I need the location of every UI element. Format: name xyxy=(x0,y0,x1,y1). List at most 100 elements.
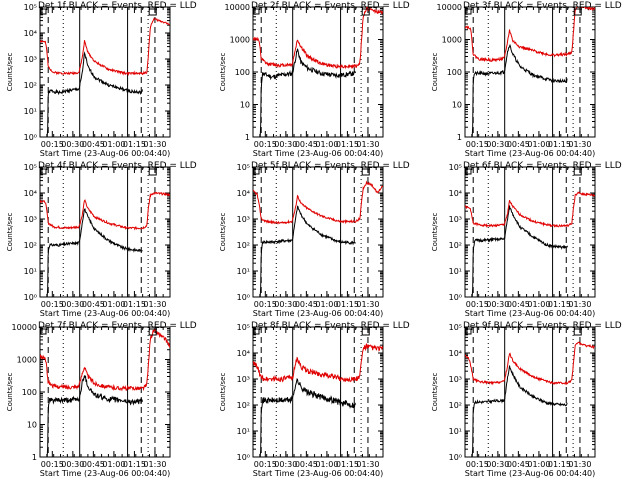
x-tick-label: 01:15 xyxy=(548,300,571,309)
y-tick-label: 10⁰ xyxy=(24,293,37,302)
attenuator-marker-icon xyxy=(573,168,582,176)
corner-marker-icon xyxy=(40,328,47,335)
x-tick-label: 01:30 xyxy=(356,140,379,149)
y-tick-label: 10⁵ xyxy=(24,3,37,12)
y-tick-label: 1 xyxy=(245,133,250,142)
y-tick-label: 10¹ xyxy=(237,427,250,436)
x-tick-label: 00:30 xyxy=(486,140,509,149)
x-tick-label: 00:30 xyxy=(486,460,509,469)
corner-marker-icon xyxy=(253,8,260,15)
y-tick-label: 10³ xyxy=(237,375,250,384)
lld-series-line xyxy=(253,7,383,70)
y-tick-label: 10³ xyxy=(449,375,462,384)
y-tick-label: 10¹ xyxy=(24,267,37,276)
plot-frame xyxy=(252,326,384,458)
x-tick-label: 00:15 xyxy=(254,140,277,149)
x-axis-label: Start Time (23-Aug-06 00:04:40) xyxy=(253,149,384,158)
y-tick-label: 10⁵ xyxy=(449,163,462,172)
attenuator-marker-icon xyxy=(573,328,582,336)
x-axis-label: Start Time (23-Aug-06 00:04:40) xyxy=(40,149,171,158)
x-tick-label: 01:15 xyxy=(336,300,359,309)
x-tick-label: 01:15 xyxy=(336,460,359,469)
detector-panel: Det 9f BLACK = Events, RED = LLD 10⁰ 10¹ 10… xyxy=(431,321,622,478)
x-tick-label: 00:15 xyxy=(466,140,489,149)
x-tick-label: 01:00 xyxy=(315,460,338,469)
y-axis-label: Counts/sec xyxy=(431,53,439,92)
events-series-line xyxy=(253,48,356,137)
x-tick-label: 00:15 xyxy=(41,300,64,309)
panel-title: Det 6f BLACK = Events, RED = LLD xyxy=(463,161,622,171)
corner-marker-icon xyxy=(40,168,47,175)
y-tick-label: 10² xyxy=(24,81,37,90)
x-tick-label: 00:15 xyxy=(466,300,489,309)
plot-frame xyxy=(39,6,171,138)
events-series-line xyxy=(40,375,143,457)
corner-marker-icon xyxy=(465,168,472,175)
panel-title: Det 9f BLACK = Events, RED = LLD xyxy=(463,321,622,331)
x-tick-label: 01:00 xyxy=(102,300,125,309)
y-tick-label: 10⁴ xyxy=(449,189,462,198)
x-tick-label: 01:30 xyxy=(568,300,591,309)
y-tick-label: 10¹ xyxy=(449,267,462,276)
y-axis-label: Counts/sec xyxy=(219,53,227,92)
y-tick-label: 10⁵ xyxy=(24,163,37,172)
y-tick-label: 100 xyxy=(22,388,37,397)
y-tick-label: 1 xyxy=(32,453,37,462)
y-tick-label: 10⁴ xyxy=(24,29,37,38)
x-tick-label: 01:15 xyxy=(123,300,146,309)
events-series-line xyxy=(465,43,568,137)
y-tick-label: 10000 xyxy=(437,3,462,12)
y-tick-label: 10⁰ xyxy=(237,453,250,462)
plot-frame xyxy=(464,326,596,458)
y-tick-label: 10⁰ xyxy=(237,293,250,302)
x-tick-label: 00:30 xyxy=(61,140,84,149)
attenuator-marker-icon xyxy=(361,8,370,16)
x-tick-label: 01:30 xyxy=(568,140,591,149)
panel-title: Det 1f BLACK = Events, RED = LLD xyxy=(38,1,197,11)
y-tick-label: 10⁰ xyxy=(449,453,462,462)
x-tick-label: 00:30 xyxy=(61,300,84,309)
x-axis-label: Start Time (23-Aug-06 00:04:40) xyxy=(465,149,596,158)
y-tick-label: 10¹ xyxy=(237,267,250,276)
x-tick-label: 00:15 xyxy=(41,460,64,469)
x-tick-label: 00:30 xyxy=(274,300,297,309)
x-tick-label: 01:30 xyxy=(356,460,379,469)
detector-panel: Det 1f BLACK = Events, RED = LLD 10⁰ 10¹ 10… xyxy=(6,1,197,158)
events-series-line xyxy=(465,205,568,297)
detector-panel: Det 6f BLACK = Events, RED = LLD 10⁰ 10¹ 10… xyxy=(431,161,622,318)
y-tick-label: 10000 xyxy=(225,3,250,12)
events-series-line xyxy=(253,205,356,297)
x-tick-label: 01:30 xyxy=(143,140,166,149)
x-tick-label: 00:15 xyxy=(466,460,489,469)
x-axis-label: Start Time (23-Aug-06 00:04:40) xyxy=(40,309,171,318)
y-tick-label: 10¹ xyxy=(449,427,462,436)
x-tick-label: 00:45 xyxy=(295,460,318,469)
y-tick-label: 10¹ xyxy=(24,107,37,116)
y-tick-label: 10 xyxy=(452,101,462,110)
corner-marker-icon xyxy=(465,328,472,335)
lld-series-line xyxy=(465,341,595,386)
events-series-line xyxy=(253,377,356,457)
detector-panel: Det 2f BLACK = Events, RED = LLD 1 10 100 10… xyxy=(219,1,410,158)
x-tick-label: 00:30 xyxy=(274,460,297,469)
y-tick-label: 10⁴ xyxy=(449,349,462,358)
y-tick-label: 1000 xyxy=(442,36,462,45)
detector-panel: Det 3f BLACK = Events, RED = LLD 1 10 100 10… xyxy=(431,1,622,158)
y-axis-label: Counts/sec xyxy=(219,373,227,412)
y-tick-label: 10² xyxy=(449,241,462,250)
x-tick-label: 00:30 xyxy=(61,460,84,469)
y-axis-label: Counts/sec xyxy=(431,373,439,412)
x-tick-label: 01:00 xyxy=(527,460,550,469)
detector-panel: Det 8f BLACK = Events, RED = LLD 10⁰ 10¹ 10… xyxy=(219,321,410,478)
x-axis-label: Start Time (23-Aug-06 00:04:40) xyxy=(253,309,384,318)
attenuator-marker-icon xyxy=(148,168,157,176)
detector-panel: Det 5f BLACK = Events, RED = LLD 10⁰ 10¹ 10… xyxy=(219,161,410,318)
x-axis-label: Start Time (23-Aug-06 00:04:40) xyxy=(465,309,596,318)
attenuator-marker-icon xyxy=(361,328,370,336)
lld-series-line xyxy=(465,191,595,228)
detector-panel: Det 4f BLACK = Events, RED = LLD 10⁰ 10¹ 10… xyxy=(6,161,197,318)
x-tick-label: 00:45 xyxy=(507,300,530,309)
events-series-line xyxy=(40,51,143,137)
x-tick-label: 00:45 xyxy=(507,140,530,149)
